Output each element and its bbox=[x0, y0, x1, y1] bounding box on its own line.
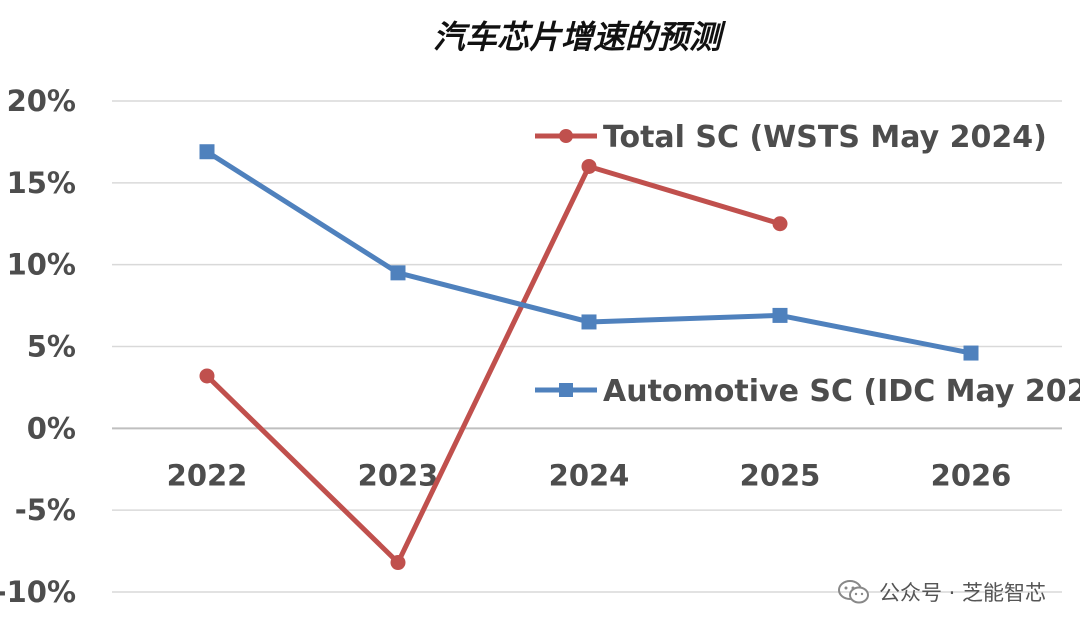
y-tick-label: 10% bbox=[7, 248, 76, 282]
series-markers bbox=[199, 144, 979, 571]
data-point bbox=[772, 307, 788, 323]
x-tick-label: 2024 bbox=[549, 458, 630, 492]
y-tick-label: 20% bbox=[7, 84, 76, 118]
y-axis-tick-labels: 20% 15% 10% 5% 0% -5% -10% bbox=[0, 84, 76, 609]
x-tick-label: 2026 bbox=[931, 458, 1012, 492]
data-point bbox=[581, 314, 597, 330]
y-tick-label: -5% bbox=[15, 493, 76, 527]
x-axis-tick-labels: 2022 2023 2024 2025 2026 bbox=[167, 458, 1012, 492]
legend-automotive-sc-label: Automotive SC (IDC May 2024) bbox=[603, 374, 1080, 409]
data-point bbox=[963, 345, 979, 361]
legend-total-sc-label: Total SC (WSTS May 2024) bbox=[603, 120, 1047, 155]
wechat-icon bbox=[837, 580, 869, 604]
chart-title: 汽车芯片增速的预测 bbox=[433, 18, 727, 56]
y-tick-label: 5% bbox=[27, 330, 76, 364]
data-point bbox=[772, 216, 788, 232]
legend-total-sc: Total SC (WSTS May 2024) bbox=[535, 120, 1047, 155]
legend-total-sc-marker bbox=[559, 129, 573, 143]
data-point bbox=[390, 265, 406, 281]
legend-automotive-sc: Automotive SC (IDC May 2024) bbox=[535, 374, 1080, 409]
y-tick-label: 0% bbox=[27, 411, 76, 445]
data-point bbox=[581, 158, 597, 174]
data-point bbox=[390, 555, 406, 571]
watermark: 公众号 · 芝能智芯 bbox=[837, 577, 1046, 607]
y-tick-label: 15% bbox=[7, 166, 76, 200]
watermark-text: 公众号 · 芝能智芯 bbox=[878, 581, 1046, 605]
gridlines bbox=[112, 100, 1062, 593]
x-tick-label: 2023 bbox=[358, 458, 439, 492]
x-tick-label: 2025 bbox=[740, 458, 821, 492]
x-tick-label: 2022 bbox=[167, 458, 248, 492]
legend-automotive-sc-marker bbox=[559, 383, 573, 397]
series-line-0 bbox=[205, 163, 781, 566]
data-point bbox=[199, 144, 215, 160]
series-lines bbox=[205, 149, 972, 566]
y-tick-label: -10% bbox=[0, 575, 76, 609]
data-point bbox=[199, 368, 215, 384]
